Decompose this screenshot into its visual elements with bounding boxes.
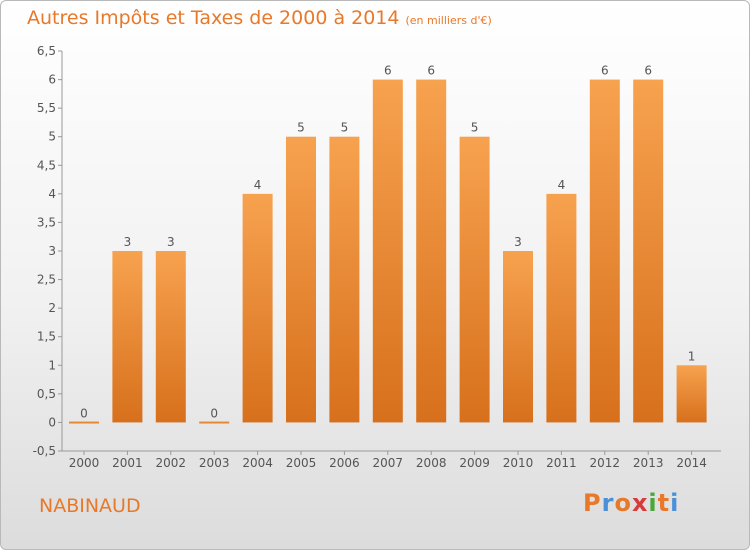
x-tick-label: 2014 [676,456,707,470]
y-tick-label: 0,5 [37,387,56,401]
x-tick-label: 2008 [416,456,447,470]
data-label: 6 [427,64,435,78]
x-tick-label: 2012 [590,456,621,470]
data-label: 0 [80,406,88,420]
data-label: 0 [210,406,218,420]
data-label: 4 [558,178,566,192]
y-tick-label: 5,5 [37,101,56,115]
bar [676,365,707,423]
x-tick-label: 2001 [112,456,143,470]
y-tick-label: 6 [48,73,56,87]
y-tick-label: 1 [48,358,56,372]
bar [69,421,99,424]
bar [199,421,230,424]
logo-letter: i [670,489,680,517]
bar [329,136,360,423]
y-tick-label: -0,5 [33,444,56,458]
y-tick-label: 4,5 [37,158,56,172]
x-tick-label: 2003 [199,456,230,470]
y-tick-label: 5 [48,130,56,144]
data-label: 6 [384,64,392,78]
bar [155,251,186,423]
data-label: 5 [471,121,479,135]
logo-letter: t [657,489,671,517]
bar [459,136,490,423]
logo-letter: i [648,489,658,517]
bar [372,79,403,423]
y-tick-label: 3 [48,244,56,258]
y-tick-label: 1,5 [37,330,56,344]
y-tick-label: 2,5 [37,273,56,287]
place-name: NABINAUD [39,495,141,517]
bars [69,79,707,424]
axes: -0,5 0 0,5 1 1,5 2 2,5 3 3,5 4 4,5 5 5,5 6 6,5 2000 2001… [33,44,721,470]
logo-letter: x [631,489,649,517]
chart-title-text: Autres Impôts et Taxes de 2000 à 2014 [27,7,400,29]
data-label: 4 [254,178,262,192]
y-tick-label: 4 [48,187,56,201]
y-tick-label: 6,5 [37,44,56,58]
x-tick-label: 2010 [503,456,534,470]
proxiti-logo: Proxiti [583,489,679,517]
logo-letter: r [601,489,615,517]
data-labels: 0 3 3 0 4 5 5 6 6 5 3 4 6 6 1 [80,64,695,421]
chart-title: Autres Impôts et Taxes de 2000 à 2014 (en… [27,7,492,29]
y-tick-label: 3,5 [37,215,56,229]
data-label: 5 [297,121,305,135]
x-tick-label: 2007 [373,456,404,470]
x-tick-label: 2000 [69,456,100,470]
chart-unit: (en milliers d'€) [405,14,492,27]
data-label: 6 [644,64,652,78]
bar [242,193,273,423]
data-label: 5 [341,121,349,135]
data-label: 3 [124,235,132,249]
x-tick-label: 2011 [546,456,577,470]
logo-letter: o [614,489,632,517]
bar [112,251,143,423]
data-label: 6 [601,64,609,78]
x-tick-label: 2006 [329,456,360,470]
x-tick-label: 2005 [286,456,317,470]
logo-letter: P [583,489,602,517]
bar [416,79,447,423]
data-label: 3 [167,235,175,249]
bar [546,193,577,423]
bar [286,136,316,423]
x-tick-label: 2009 [459,456,490,470]
y-tick-label: 0 [48,415,56,429]
x-tick-label: 2002 [156,456,187,470]
bar [633,79,664,423]
bar [589,79,620,423]
data-label: 1 [688,349,696,363]
bar [503,251,533,423]
x-tick-label: 2004 [242,456,273,470]
data-label: 3 [514,235,522,249]
y-tick-label: 2 [48,301,56,315]
x-tick-label: 2013 [633,456,664,470]
